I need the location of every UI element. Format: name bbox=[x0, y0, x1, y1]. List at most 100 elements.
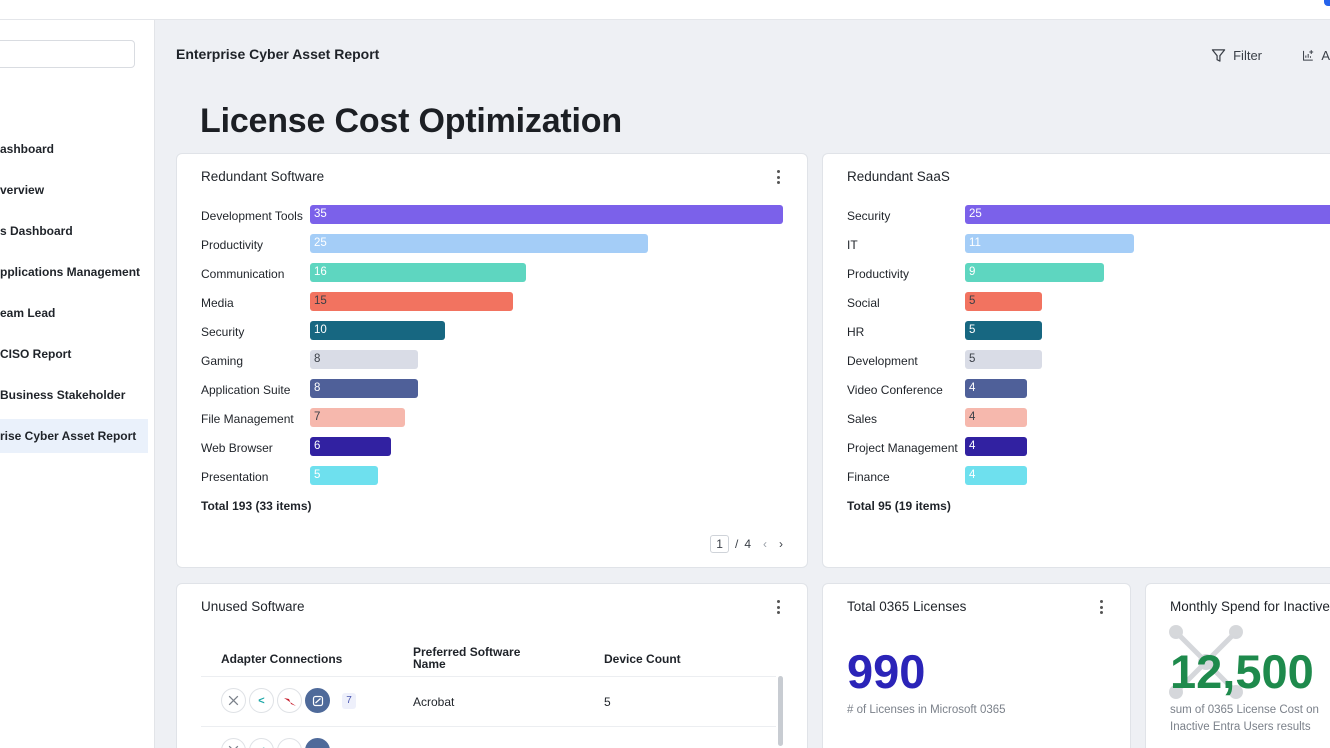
sidebar-item-s-dashboard[interactable]: s Dashboard bbox=[0, 214, 155, 255]
bar-label: Video Conference bbox=[847, 383, 943, 397]
bar[interactable]: 9 bbox=[965, 263, 1104, 282]
bar[interactable]: 25 bbox=[310, 234, 648, 253]
sidebar-item-label: ashboard bbox=[0, 142, 55, 156]
bar[interactable]: 4 bbox=[965, 466, 1027, 485]
bar[interactable]: 8 bbox=[310, 379, 418, 398]
bar-label: Security bbox=[201, 325, 245, 339]
bar-label: Application Suite bbox=[201, 383, 291, 397]
page-current[interactable]: 1 bbox=[710, 535, 729, 553]
sidebar-item-enterprise-cyber-asset-report[interactable]: rise Cyber Asset Report bbox=[0, 419, 148, 453]
bird-logo-icon bbox=[277, 738, 302, 748]
main-content: Enterprise Cyber Asset Report Filter A L… bbox=[155, 20, 1330, 748]
bar[interactable]: 25 bbox=[965, 205, 1330, 224]
adapter-icons: < bbox=[221, 688, 330, 713]
bar[interactable]: 5 bbox=[310, 466, 378, 485]
bar-label: Development Tools bbox=[201, 209, 303, 223]
more-options-icon[interactable] bbox=[773, 600, 783, 614]
bar-label: Presentation bbox=[201, 470, 269, 484]
more-options-icon[interactable] bbox=[773, 170, 783, 184]
bar[interactable]: 5 bbox=[965, 321, 1042, 340]
bar-label: HR bbox=[847, 325, 865, 339]
bar[interactable]: 8 bbox=[310, 350, 418, 369]
sidebar-item-label: s Dashboard bbox=[0, 224, 73, 238]
connections-count-badge: 7 bbox=[342, 693, 356, 709]
bar-label: Sales bbox=[847, 412, 878, 426]
redundant-software-card: Redundant Software Development Tools 35 Pr… bbox=[176, 153, 808, 568]
more-options-icon[interactable] bbox=[1096, 600, 1106, 614]
column-header[interactable]: Device Count bbox=[604, 652, 681, 666]
bar[interactable]: 35 bbox=[310, 205, 783, 224]
table-row[interactable]: < bbox=[201, 726, 776, 748]
card-title: Total 0365 Licenses bbox=[847, 599, 967, 614]
bar-label: Security bbox=[847, 209, 891, 223]
metric-value: 12,500 bbox=[1170, 645, 1314, 698]
filter-icon bbox=[1211, 48, 1226, 62]
bar-label: Gaming bbox=[201, 354, 244, 368]
bar[interactable]: 4 bbox=[965, 379, 1027, 398]
bar[interactable]: 4 bbox=[965, 408, 1027, 427]
page-separator: / bbox=[734, 537, 739, 551]
column-header[interactable]: Preferred Software Name bbox=[413, 645, 521, 671]
table-scrollbar[interactable] bbox=[778, 676, 783, 746]
table-row[interactable]: < 7 Acrobat 5 bbox=[201, 676, 776, 726]
chart-total: Total 95 (19 items) bbox=[847, 499, 951, 513]
bar[interactable]: 4 bbox=[965, 437, 1027, 456]
top-corner-indicator bbox=[1324, 0, 1330, 6]
bar[interactable]: 10 bbox=[310, 321, 445, 340]
sidebar-item-applications-management[interactable]: pplications Management bbox=[0, 255, 155, 296]
software-name: Acrobat bbox=[413, 695, 455, 709]
bar[interactable]: 5 bbox=[965, 292, 1042, 311]
sidebar-item-overview[interactable]: verview bbox=[0, 173, 155, 214]
add-chart-label: A bbox=[1321, 47, 1330, 63]
device-count: 5 bbox=[604, 695, 611, 709]
sidebar-item-dashboard[interactable]: ashboard bbox=[0, 132, 155, 173]
bar[interactable]: 15 bbox=[310, 292, 513, 311]
card-title: Redundant SaaS bbox=[847, 169, 950, 184]
sidebar-item-ciso-report[interactable]: CISO Report bbox=[0, 337, 155, 378]
angle-bracket-icon: < bbox=[249, 688, 274, 713]
bar-label: Productivity bbox=[201, 238, 264, 252]
add-chart-button[interactable]: A bbox=[1302, 48, 1330, 63]
prev-page-icon[interactable]: ‹ bbox=[763, 537, 767, 551]
bar-label: Social bbox=[847, 296, 880, 310]
sidebar-nav: ashboard verview s Dashboard pplications… bbox=[0, 132, 155, 453]
bar[interactable]: 5 bbox=[965, 350, 1042, 369]
bar[interactable]: 7 bbox=[310, 408, 405, 427]
chart-total: Total 193 (33 items) bbox=[201, 499, 312, 513]
filter-button[interactable]: Filter bbox=[1211, 48, 1262, 63]
sidebar-item-label: Business Stakeholder bbox=[0, 388, 126, 402]
sidebar-item-label: eam Lead bbox=[0, 306, 56, 320]
pagination: 1 / 4 ‹ › bbox=[710, 535, 783, 553]
sidebar-item-business-stakeholder[interactable]: Business Stakeholder bbox=[0, 378, 155, 419]
page-total: 4 bbox=[744, 537, 751, 551]
top-bar bbox=[0, 0, 1330, 20]
next-page-icon[interactable]: › bbox=[779, 537, 783, 551]
angle-bracket-icon: < bbox=[249, 738, 274, 748]
sidebar-item-label: pplications Management bbox=[0, 265, 141, 279]
sidebar-item-label: verview bbox=[0, 183, 45, 197]
column-header[interactable]: Adapter Connections bbox=[221, 652, 343, 666]
sidebar-item-team-lead[interactable]: eam Lead bbox=[0, 296, 155, 337]
monthly-spend-card: Monthly Spend for Inactive 12,500 sum of… bbox=[1145, 583, 1330, 748]
sidebar-item-label: CISO Report bbox=[0, 347, 72, 361]
card-title: Redundant Software bbox=[201, 169, 325, 184]
card-title: Monthly Spend for Inactive bbox=[1170, 599, 1330, 614]
network-graph-icon bbox=[1169, 625, 1243, 699]
bar-label: Productivity bbox=[847, 267, 910, 281]
bar[interactable]: 11 bbox=[965, 234, 1134, 253]
report-title: Enterprise Cyber Asset Report bbox=[176, 46, 380, 62]
bar[interactable]: 16 bbox=[310, 263, 526, 282]
bar-label: Development bbox=[847, 354, 918, 368]
sidebar: ashboard verview s Dashboard pplications… bbox=[0, 20, 155, 748]
header-actions: Filter A bbox=[1211, 45, 1330, 65]
metric-value: 990 bbox=[847, 645, 926, 698]
bar-label: File Management bbox=[201, 412, 294, 426]
bird-logo-icon bbox=[277, 688, 302, 713]
card-title: Unused Software bbox=[201, 599, 305, 614]
metric-caption-line-1: sum of 0365 License Cost on bbox=[1170, 704, 1319, 716]
checkbox-logo-icon bbox=[305, 688, 330, 713]
bar-label: Media bbox=[201, 296, 234, 310]
unused-software-card: Unused Software Adapter Connections Pref… bbox=[176, 583, 808, 748]
bar[interactable]: 6 bbox=[310, 437, 391, 456]
sidebar-search-input[interactable] bbox=[0, 40, 135, 68]
